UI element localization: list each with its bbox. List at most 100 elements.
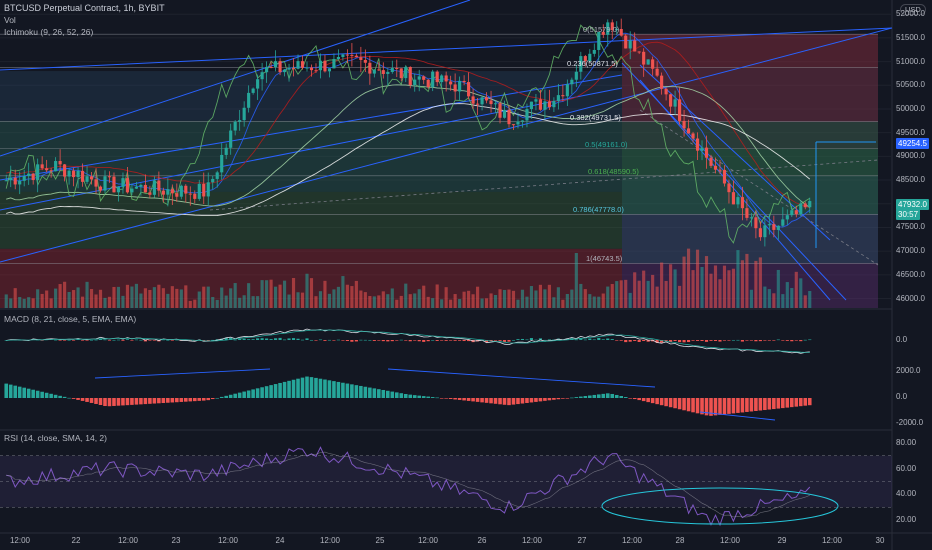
macd-hist-bar — [619, 340, 623, 341]
hist-bar — [664, 398, 668, 407]
candle-body — [18, 180, 22, 185]
macd-hist-bar — [251, 339, 255, 340]
candle-body — [318, 60, 323, 71]
macd-hist-bar — [238, 338, 242, 340]
hist-bar — [192, 398, 197, 402]
volume-bar — [89, 289, 94, 308]
candle-body — [314, 70, 318, 72]
volume-bar — [547, 284, 551, 308]
macd-hist-bar — [148, 340, 152, 341]
hist-bar — [332, 381, 336, 398]
volume-bar — [350, 286, 354, 308]
hist-bar — [246, 390, 251, 398]
hist-bar — [507, 398, 511, 406]
candle-body — [148, 192, 152, 195]
volume-bar — [556, 287, 560, 308]
candle-body — [63, 164, 67, 177]
candle-body — [435, 71, 439, 83]
volume-bar — [610, 284, 614, 308]
macd-hist-bar — [404, 340, 408, 341]
volume-bar — [646, 280, 650, 308]
rsi-axis-tick: 20.00 — [896, 515, 917, 525]
volume-bar — [493, 294, 498, 308]
hist-axis-tick: 2000.0 — [896, 366, 921, 375]
macd-hist-bar — [669, 340, 673, 343]
candle-body — [745, 208, 749, 218]
hist-bar — [26, 388, 31, 398]
hist-bar — [686, 398, 691, 412]
volume-bar — [682, 256, 686, 308]
hist-bar — [44, 392, 49, 398]
fib-zone-0 — [622, 34, 878, 68]
candle-body — [749, 217, 753, 219]
macd-hist-bar — [399, 339, 403, 341]
candle-body — [700, 147, 704, 151]
candle-body — [610, 22, 614, 31]
macd-hist-bar — [152, 340, 156, 341]
hist-bar — [31, 389, 35, 398]
volume-bar — [480, 298, 484, 308]
macd-hist-bar — [188, 340, 192, 342]
hist-bar — [62, 396, 67, 398]
fib-zone-1 — [622, 67, 878, 122]
volume-bar — [700, 266, 704, 308]
rsi-axis-tick: 40.00 — [896, 489, 917, 499]
macd-hist-bar — [265, 338, 269, 340]
time-axis-tick: 29 — [777, 536, 787, 545]
volume-bar — [552, 297, 556, 308]
macd-hist-bar — [754, 340, 758, 342]
macd-hist-bar — [350, 340, 354, 342]
volume-bar — [139, 293, 143, 308]
divergence-line-1 — [94, 368, 271, 379]
volume-bar — [588, 294, 592, 308]
macd-hist-bar — [592, 339, 596, 341]
price-axis-tick: 50500.0 — [896, 80, 925, 90]
hist-bar — [417, 395, 422, 398]
macd-hist-bar — [462, 340, 466, 342]
time-axis-tick: 26 — [477, 536, 487, 545]
candle-body — [170, 189, 174, 194]
macd-hist-bar — [345, 340, 349, 341]
macd-hist-bar — [758, 340, 762, 342]
hist-bar — [682, 398, 686, 411]
volume-bar — [794, 271, 798, 308]
candle-body — [31, 173, 35, 181]
volume-bar — [238, 297, 242, 308]
hist-bar — [614, 394, 619, 398]
currency-badge[interactable]: USD — [900, 4, 926, 15]
hist-bar — [228, 394, 233, 398]
macd-hist-bar — [206, 340, 210, 341]
volume-bar — [305, 273, 309, 308]
hist-bar — [677, 398, 682, 410]
volume-bar — [718, 279, 722, 308]
macd-hist-bar — [772, 340, 776, 341]
candle-body — [808, 201, 812, 208]
hist-bar — [71, 398, 76, 399]
volume-bar — [583, 289, 587, 308]
hist-bar — [175, 398, 179, 403]
candle-body — [794, 210, 798, 215]
candle-body — [431, 71, 435, 88]
leading-span-a — [6, 84, 811, 208]
volume-bar — [745, 253, 749, 308]
macd-hist-bar — [642, 340, 646, 342]
hist-bar — [695, 398, 700, 414]
volume-bar — [359, 290, 363, 308]
hist-bar — [579, 396, 583, 398]
macd-hist-bar — [484, 340, 489, 343]
candle-body — [377, 69, 381, 71]
candle-body — [579, 56, 583, 72]
hist-bar — [763, 398, 767, 411]
macd-hist-bar — [143, 340, 147, 342]
hist-bar — [511, 398, 516, 405]
hist-bar — [143, 398, 148, 405]
volume-bar — [247, 283, 251, 308]
time-axis-tick: 12:00 — [9, 536, 31, 545]
macd-hist-bar — [354, 340, 358, 342]
volume-bar — [4, 294, 8, 308]
volume-bar — [520, 289, 525, 308]
hist-bar — [368, 387, 372, 398]
hist-bar — [691, 398, 695, 413]
